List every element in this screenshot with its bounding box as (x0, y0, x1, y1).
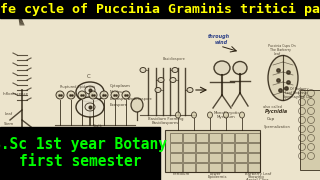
Text: Stalk: Stalk (93, 124, 103, 128)
Bar (209, 133, 221, 142)
Text: Endospore: Endospore (110, 97, 131, 101)
Text: Inflorescence: Inflorescence (3, 92, 29, 96)
Ellipse shape (191, 112, 196, 118)
Ellipse shape (170, 78, 176, 82)
Text: Basidium Forming: Basidium Forming (148, 117, 183, 121)
Ellipse shape (76, 82, 104, 102)
Ellipse shape (207, 112, 212, 118)
Text: Nucleus: Nucleus (110, 90, 125, 94)
Text: Monokaryotic: Monokaryotic (214, 111, 241, 115)
Text: Showing: Showing (248, 175, 265, 179)
Bar (183, 133, 195, 142)
Text: Stem: Stem (4, 122, 14, 126)
Bar (248, 143, 260, 152)
Ellipse shape (158, 78, 164, 82)
Ellipse shape (175, 112, 180, 118)
Bar (0, 0, 320, 18)
Text: B.Sc 1st year Botany: B.Sc 1st year Botany (0, 138, 167, 152)
Text: Barberry Leaf: Barberry Leaf (245, 172, 271, 176)
Bar (209, 143, 221, 152)
Text: Epidermis: Epidermis (208, 175, 228, 179)
Text: Lower: Lower (210, 172, 222, 176)
Ellipse shape (100, 91, 108, 99)
Ellipse shape (89, 91, 97, 99)
Text: Puccinia Cups On: Puccinia Cups On (268, 44, 296, 48)
Ellipse shape (111, 91, 119, 99)
Bar (222, 163, 234, 172)
Text: Urediniospore: Urediniospore (68, 127, 92, 131)
Text: Cup: Cup (267, 117, 275, 121)
Ellipse shape (233, 62, 247, 75)
Bar (170, 153, 182, 162)
Text: V.S. Of Barberry: V.S. Of Barberry (283, 87, 308, 91)
Bar (196, 143, 208, 152)
Ellipse shape (122, 91, 130, 99)
Text: Urediosori: Urediosori (3, 155, 21, 159)
Bar (170, 163, 182, 172)
Bar (248, 133, 260, 142)
Bar (209, 153, 221, 162)
Ellipse shape (78, 91, 86, 99)
Text: wind: wind (215, 40, 228, 45)
Bar (235, 153, 247, 162)
Text: Leaf: Leaf (274, 52, 281, 56)
Ellipse shape (131, 98, 143, 112)
Text: Ruptured Epidermis: Ruptured Epidermis (60, 85, 95, 89)
Ellipse shape (67, 91, 75, 99)
Bar (222, 153, 234, 162)
Text: Urediniospore: Urediniospore (128, 97, 153, 101)
Ellipse shape (140, 68, 146, 73)
Text: Basidiospore: Basidiospore (163, 57, 186, 61)
Bar (248, 153, 260, 162)
Bar (209, 163, 221, 172)
Text: Cytoplasm: Cytoplasm (110, 84, 131, 88)
Bar (235, 163, 247, 172)
Text: A: A (55, 136, 59, 141)
Bar (196, 133, 208, 142)
Text: Exospore: Exospore (110, 103, 128, 107)
Bar (235, 143, 247, 152)
Bar (165, 130, 260, 172)
Ellipse shape (56, 91, 64, 99)
Text: Mycelium: Mycelium (217, 115, 236, 119)
Bar (170, 133, 182, 142)
Text: also called: also called (263, 105, 282, 109)
Ellipse shape (187, 87, 193, 93)
Bar (300, 90, 320, 170)
Ellipse shape (268, 55, 298, 100)
Text: Spermalization: Spermalization (264, 125, 291, 129)
Ellipse shape (223, 112, 228, 118)
Text: Leaf Showing: Leaf Showing (285, 91, 307, 95)
Bar (183, 153, 195, 162)
Bar (222, 143, 234, 152)
Text: Spermagonial Cup: Spermagonial Cup (283, 95, 312, 99)
Bar (196, 153, 208, 162)
Text: Leaf: Leaf (5, 112, 13, 116)
Text: Pycnidia: Pycnidia (265, 109, 288, 114)
Bar (248, 163, 260, 172)
Bar (170, 143, 182, 152)
Ellipse shape (214, 61, 230, 75)
Text: The Barberry: The Barberry (270, 48, 291, 52)
Ellipse shape (239, 112, 244, 118)
Bar (196, 163, 208, 172)
Text: Aecial Cups: Aecial Cups (246, 178, 268, 180)
Ellipse shape (76, 97, 104, 117)
Bar (235, 133, 247, 142)
Bar (183, 143, 195, 152)
Ellipse shape (172, 68, 178, 73)
Ellipse shape (155, 87, 161, 93)
Text: #.Life cycle of Puccinia Graminis tritici part-2: #.Life cycle of Puccinia Graminis tritic… (0, 3, 320, 15)
Bar (0, 127, 160, 180)
Text: Basidiospores: Basidiospores (152, 121, 179, 125)
Text: through: through (208, 34, 230, 39)
Bar (183, 163, 195, 172)
Text: Peridium: Peridium (173, 172, 190, 176)
Bar (222, 133, 234, 142)
Text: first semester: first semester (19, 154, 141, 170)
Text: C: C (87, 74, 91, 79)
